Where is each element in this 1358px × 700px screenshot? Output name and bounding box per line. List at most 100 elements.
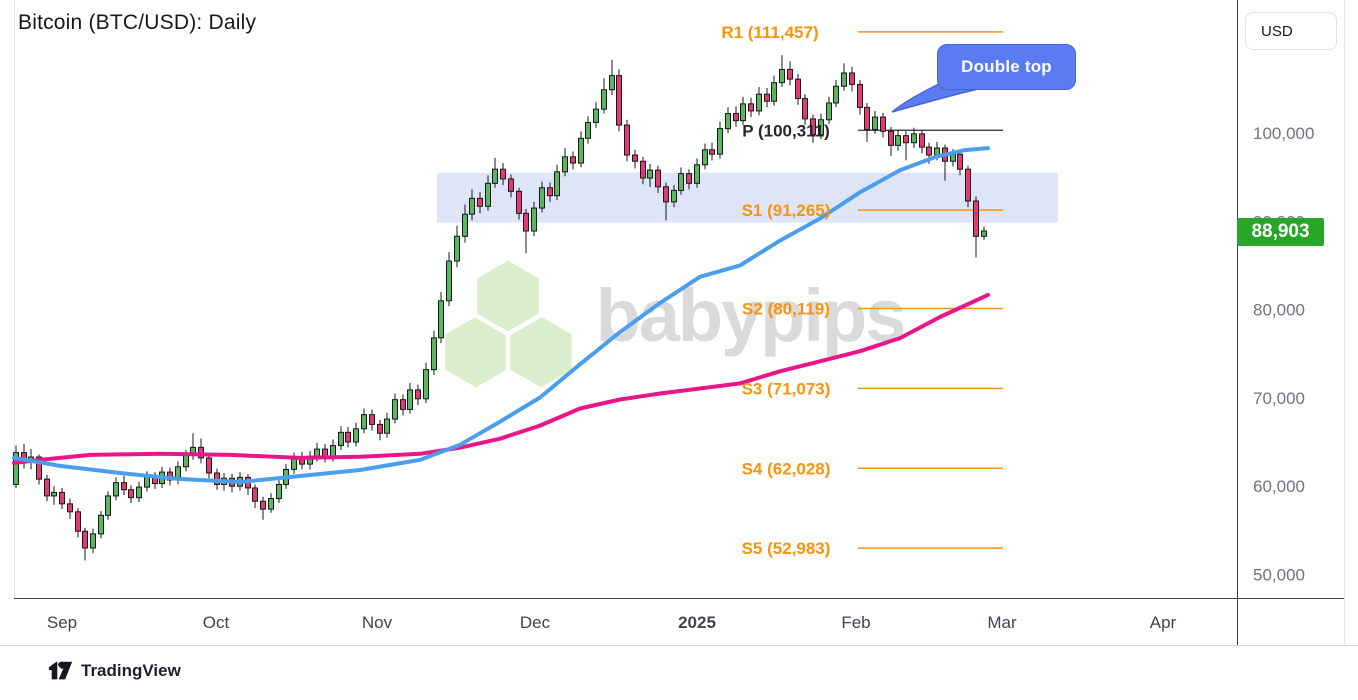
candle-body — [454, 235, 460, 262]
pivot-label-S1: S1 (91,265) — [742, 201, 831, 220]
candle-body — [779, 68, 785, 84]
candle-body — [214, 472, 220, 485]
time-axis[interactable] — [0, 600, 1358, 645]
candle-body — [469, 197, 475, 215]
candle-body — [554, 171, 560, 197]
candle-body — [655, 169, 661, 188]
pivot-labels: R1 (111,457) P (100,311) S1 (91,265) S2 (80… — [721, 23, 830, 558]
currency-label: USD — [1261, 22, 1293, 40]
candle-body — [539, 187, 545, 209]
candle-body — [144, 475, 150, 488]
candle-body — [810, 118, 816, 136]
time-tick-Feb: Feb — [841, 613, 870, 632]
candle-body — [121, 482, 127, 491]
candle-body — [702, 149, 708, 166]
candle-body — [826, 102, 832, 121]
candle-body — [919, 133, 925, 148]
candle-body — [981, 230, 987, 237]
candle-body — [570, 156, 576, 164]
pivot-label-R1: R1 (111,457) — [721, 23, 818, 42]
babypips-watermark: babypips — [440, 255, 906, 393]
time-tick-Sep: Sep — [47, 613, 77, 632]
candle-body — [849, 72, 855, 85]
candle-body — [353, 428, 359, 443]
candle-body — [733, 113, 739, 122]
price-tick-100000: 100,000 — [1253, 124, 1314, 143]
candle-body — [384, 418, 390, 434]
candle-body — [903, 135, 909, 144]
price-tick-70000: 70,000 — [1253, 389, 1305, 408]
candle-body — [895, 135, 901, 146]
tradingview-attribution[interactable]: TradingView — [48, 661, 181, 681]
candle-body — [361, 414, 367, 430]
candle-body — [51, 491, 57, 497]
candle-body — [260, 500, 266, 510]
candle-body — [415, 389, 421, 400]
candle-body — [647, 169, 653, 179]
candle-body — [423, 369, 429, 400]
candle-body — [369, 414, 375, 425]
candle-body — [562, 156, 568, 173]
candle-body — [392, 399, 398, 420]
candle-body — [82, 530, 88, 549]
candle-body — [926, 146, 932, 156]
candle-body — [113, 482, 119, 497]
time-tick-Apr: Apr — [1150, 613, 1177, 632]
currency-selector-button[interactable]: USD — [1245, 12, 1337, 50]
candle-body — [616, 75, 622, 126]
candle-body — [90, 533, 96, 549]
candle-body — [377, 423, 383, 434]
candle-body — [338, 431, 344, 447]
candle-body — [59, 491, 65, 505]
pivot-label-S3: S3 (71,073) — [742, 379, 831, 398]
candle-body — [75, 511, 81, 532]
candle-body — [128, 489, 134, 499]
candle-body — [624, 124, 630, 156]
double-top-callout[interactable]: Double top — [937, 44, 1076, 90]
candle-body — [252, 487, 258, 502]
pivot-label-S5: S5 (52,983) — [742, 539, 831, 558]
candle-body — [523, 212, 529, 232]
price-axis[interactable] — [1237, 0, 1358, 645]
last-price-value: 88,903 — [1251, 221, 1310, 242]
tradingview-brand-text: TradingView — [81, 661, 181, 680]
time-tick-Mar: Mar — [987, 613, 1017, 632]
candle-body — [686, 173, 692, 184]
callout-text: Double top — [961, 57, 1052, 76]
tradingview-logo-icon — [48, 661, 73, 680]
candle-body — [709, 149, 715, 155]
candle-body — [431, 337, 437, 371]
time-tick-2025: 2025 — [678, 613, 716, 632]
candle-body — [136, 486, 142, 499]
candle-body — [864, 106, 870, 130]
candle-body — [663, 186, 669, 203]
candle-body — [578, 137, 584, 164]
page-title: Bitcoin (BTC/USD): Daily — [18, 11, 257, 34]
time-tick-labels: Sep Oct Nov Dec 2025 Feb Mar Apr — [47, 613, 1177, 632]
candle-body — [740, 103, 746, 122]
candle-body — [183, 454, 189, 468]
price-tick-60000: 60,000 — [1253, 477, 1305, 496]
candle-body — [268, 498, 274, 510]
candle-body — [446, 260, 452, 302]
candle-body — [872, 116, 878, 130]
candle-body — [98, 514, 104, 535]
candle-body — [934, 147, 940, 156]
candle-body — [485, 182, 491, 207]
candle-body — [678, 173, 684, 191]
ma-blue-line — [12, 146, 990, 484]
time-tick-Nov: Nov — [362, 613, 393, 632]
pivot-label-S2: S2 (80,119) — [742, 300, 830, 319]
candle-body — [802, 98, 808, 120]
ma-pink-line — [12, 292, 990, 465]
pivot-label-S4: S4 (62,028) — [742, 459, 831, 478]
candle-body — [640, 160, 646, 179]
candle-body — [911, 133, 917, 144]
candle-body — [833, 85, 839, 104]
candle-body — [314, 448, 320, 457]
candle-body — [105, 495, 111, 516]
candle-body — [492, 168, 498, 184]
candle-body — [601, 89, 607, 110]
